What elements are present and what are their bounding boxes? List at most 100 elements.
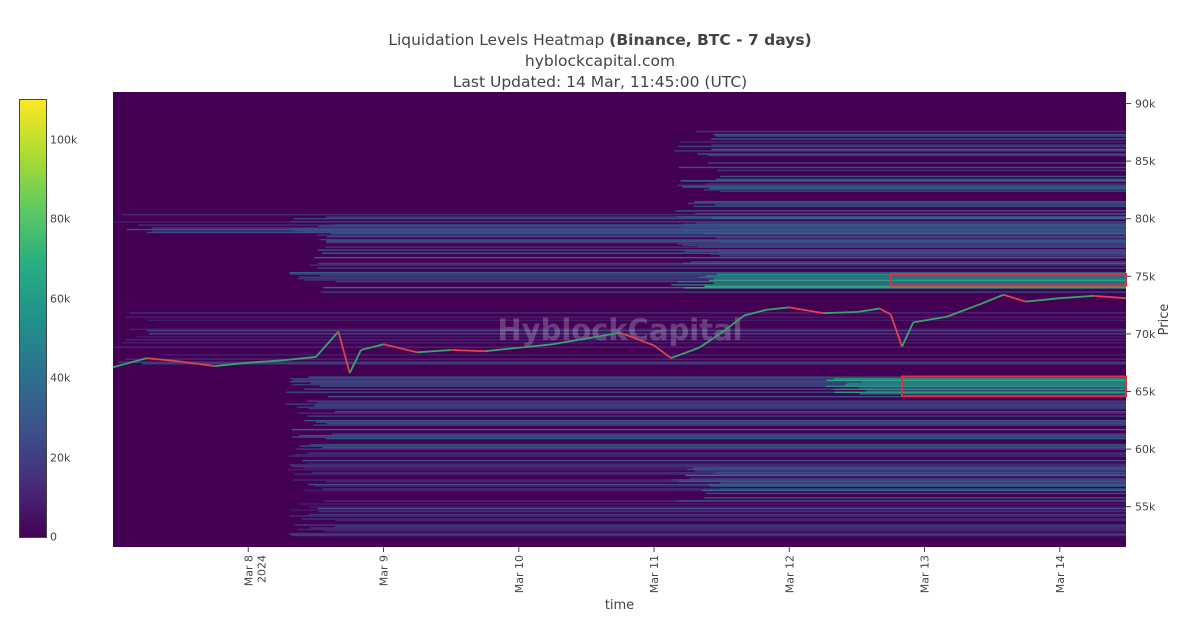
heatmap-band bbox=[847, 382, 1126, 385]
price-segment bbox=[913, 315, 948, 324]
x-tick-label: Mar 12 bbox=[783, 555, 796, 593]
heatmap-band bbox=[694, 470, 1126, 472]
heatmap-band bbox=[292, 379, 1126, 381]
price-segment bbox=[348, 349, 362, 374]
heatmap-band bbox=[308, 407, 1126, 410]
heatmap-band bbox=[705, 183, 1126, 185]
heatmap-band bbox=[715, 135, 1126, 137]
y-tick-label: 60k bbox=[1135, 443, 1156, 456]
heatmap-band bbox=[296, 448, 1127, 450]
price-segment bbox=[383, 343, 418, 354]
heatmap-band bbox=[124, 339, 1126, 341]
price-segment bbox=[946, 303, 982, 318]
price-segment bbox=[823, 311, 857, 315]
heatmap-band bbox=[142, 363, 1127, 365]
heatmap-band bbox=[151, 227, 1126, 229]
heatmap-band bbox=[711, 138, 1126, 140]
price-segment bbox=[980, 293, 1004, 305]
price-segment bbox=[856, 307, 880, 313]
heatmap-band bbox=[313, 424, 1126, 426]
heatmap-band bbox=[677, 184, 1126, 187]
heatmap-band bbox=[122, 342, 1126, 344]
price-segment bbox=[1025, 297, 1060, 303]
heatmap-band bbox=[858, 387, 1126, 389]
heatmap-band bbox=[125, 316, 1127, 319]
y-tick-label: 65k bbox=[1135, 385, 1156, 398]
heatmap-band bbox=[833, 378, 1126, 380]
heatmap-band bbox=[334, 410, 1127, 413]
price-segment bbox=[670, 346, 700, 359]
heatmap-band bbox=[676, 500, 1126, 502]
heatmap-band bbox=[719, 488, 1126, 490]
heatmap-band bbox=[308, 376, 1126, 378]
heatmap-band bbox=[682, 244, 1126, 247]
y-tick-label: 70k bbox=[1135, 328, 1156, 341]
heatmap-band bbox=[713, 133, 1126, 136]
heatmap-band bbox=[686, 468, 1126, 471]
heatmap-band bbox=[859, 393, 1126, 395]
heatmap-band bbox=[693, 205, 1126, 208]
heatmap-band bbox=[293, 218, 1126, 220]
heatmap-band bbox=[690, 261, 1126, 263]
heatmap-band bbox=[713, 278, 1126, 280]
price-segment bbox=[451, 349, 485, 353]
price-segment bbox=[417, 349, 452, 354]
colorbar-tick-label: 60k bbox=[50, 292, 71, 306]
heatmap-band bbox=[706, 240, 1126, 242]
heatmap-band bbox=[711, 148, 1126, 151]
heatmap-band bbox=[113, 221, 1127, 223]
heatmap-band bbox=[289, 271, 1126, 274]
heatmap-band bbox=[687, 202, 1126, 205]
colorbar bbox=[19, 99, 47, 538]
colorbar-tick-label: 20k bbox=[50, 451, 71, 465]
heatmap-band bbox=[303, 388, 1126, 390]
chart-last-updated: Last Updated: 14 Mar, 11:45:00 (UTC) bbox=[452, 73, 748, 91]
heatmap-band bbox=[694, 201, 1126, 203]
heatmap-band bbox=[710, 253, 1126, 256]
heatmap-band bbox=[309, 513, 1126, 516]
heatmap-band bbox=[719, 255, 1126, 257]
heatmap-band bbox=[148, 333, 1127, 335]
heatmap-band bbox=[680, 141, 1126, 143]
price-segment bbox=[1059, 294, 1094, 300]
heatmap-band bbox=[697, 246, 1126, 248]
price-segment bbox=[180, 360, 215, 368]
heatmap-band bbox=[285, 403, 1127, 405]
heatmap-band bbox=[835, 391, 1126, 393]
price-segment bbox=[112, 357, 148, 369]
x-tick-label: Mar 8 bbox=[242, 555, 255, 586]
heatmap-band bbox=[152, 230, 1126, 232]
heatmap-band bbox=[716, 237, 1126, 239]
colorbar-tick-label: 100k bbox=[50, 133, 78, 147]
chart-title: Liquidation Levels Heatmap (Binance, BTC… bbox=[290, 30, 910, 51]
price-segment bbox=[586, 331, 621, 340]
heatmap-band bbox=[671, 479, 1126, 481]
heatmap-band bbox=[320, 291, 1127, 293]
heatmap-band bbox=[297, 277, 1127, 280]
heatmap-band bbox=[316, 234, 1126, 236]
heatmap-band bbox=[861, 381, 1126, 383]
heatmap-band bbox=[689, 477, 1126, 480]
heatmap-band bbox=[684, 250, 1126, 253]
heatmap-band bbox=[678, 145, 1126, 148]
highlight-box bbox=[889, 273, 1128, 287]
heatmap-band bbox=[711, 144, 1126, 146]
heatmap-band bbox=[309, 527, 1126, 529]
heatmap-band bbox=[326, 235, 1126, 238]
heatmap-band bbox=[289, 455, 1126, 457]
heatmap-band bbox=[117, 361, 1126, 363]
price-segment bbox=[1093, 294, 1127, 300]
heatmap-band bbox=[310, 506, 1126, 508]
heatmap-band bbox=[129, 328, 1127, 330]
x-tick-label: Mar 14 bbox=[1054, 555, 1067, 593]
heatmap-band bbox=[304, 419, 1126, 422]
heatmap-band bbox=[705, 492, 1126, 495]
heatmap-band bbox=[128, 312, 1127, 314]
heatmap-band bbox=[718, 252, 1126, 254]
heatmap-band bbox=[717, 169, 1126, 172]
price-segment bbox=[337, 331, 351, 374]
heatmap-band bbox=[314, 404, 1126, 407]
heatmap-band bbox=[719, 225, 1126, 227]
title-main: Liquidation Levels Heatmap bbox=[388, 31, 605, 49]
